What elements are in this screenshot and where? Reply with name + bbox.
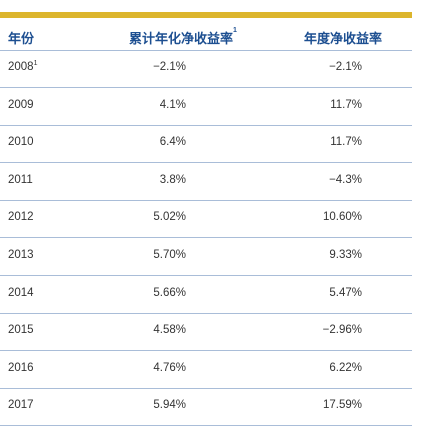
header-note: 1 [233, 27, 237, 34]
header-rule [0, 50, 412, 51]
cell-year: 2013 [8, 249, 34, 265]
cell-year: 2014 [8, 287, 34, 303]
row-rule [0, 388, 412, 389]
cell-cumulative: 5.66% [153, 286, 186, 299]
row-rule [0, 350, 412, 351]
header-annual: 年度净收益率 [303, 31, 382, 46]
year: 2013 [8, 249, 34, 261]
cell-year: 2011 [8, 174, 33, 190]
cell-cumulative: 6.4% [159, 136, 186, 149]
cell-year: 20081 [8, 60, 38, 77]
year: 2016 [8, 361, 34, 374]
cell-cumulative: 4.76% [153, 361, 186, 374]
cell-cumulative: 5.02% [153, 211, 186, 224]
year: 2009 [8, 98, 34, 111]
cell-annual: 6.22% [329, 361, 362, 374]
cell-annual: 5.47% [329, 286, 362, 299]
year-note: 1 [33, 60, 38, 67]
cell-annual: 9.33% [329, 249, 362, 261]
cell-annual: −2.96% [322, 324, 362, 337]
cell-cumulative: 4.58% [153, 324, 186, 337]
year: 2011 [8, 173, 33, 186]
cell-year: 2015 [8, 324, 34, 340]
row-rule [0, 87, 412, 88]
cell-cumulative: 3.8% [159, 173, 186, 186]
cell-cumulative: −2.1% [153, 61, 186, 73]
cell-annual: −2.1% [329, 61, 362, 73]
cell-cumulative: 5.94% [153, 399, 186, 412]
year: 2015 [8, 324, 34, 337]
cell-annual: 17.59% [322, 399, 362, 412]
row-rule [0, 275, 412, 276]
year: 2008 [8, 61, 34, 73]
cell-annual: 11.7% [330, 98, 362, 111]
header-cumulative: 累计年化净收益率1 [120, 27, 246, 46]
cell-year: 2010 [8, 136, 34, 152]
row-rule [0, 125, 412, 126]
row-rule [0, 237, 412, 238]
year: 2014 [8, 286, 34, 299]
header-year: 年份 [8, 31, 35, 46]
row-rule [0, 200, 412, 201]
cell-cumulative: 4.1% [159, 98, 186, 111]
year: 2017 [8, 399, 34, 412]
row-rule [0, 425, 412, 426]
cell-year: 2016 [8, 362, 34, 378]
row-rule [0, 313, 412, 314]
cell-cumulative: 5.70% [153, 249, 186, 261]
cell-annual: −4.3% [329, 173, 362, 186]
row-rule [0, 162, 412, 163]
cell-year: 2009 [8, 99, 34, 115]
cell-annual: 11.7% [330, 136, 362, 149]
header-cumulative-text: 累计年化净收益率 [129, 31, 234, 46]
gold-rule [0, 12, 412, 18]
year: 2012 [8, 211, 34, 224]
year: 2010 [8, 136, 34, 149]
cell-year: 2017 [8, 399, 34, 415]
cell-annual: 10.60% [322, 211, 362, 224]
cell-year: 2012 [8, 211, 34, 227]
